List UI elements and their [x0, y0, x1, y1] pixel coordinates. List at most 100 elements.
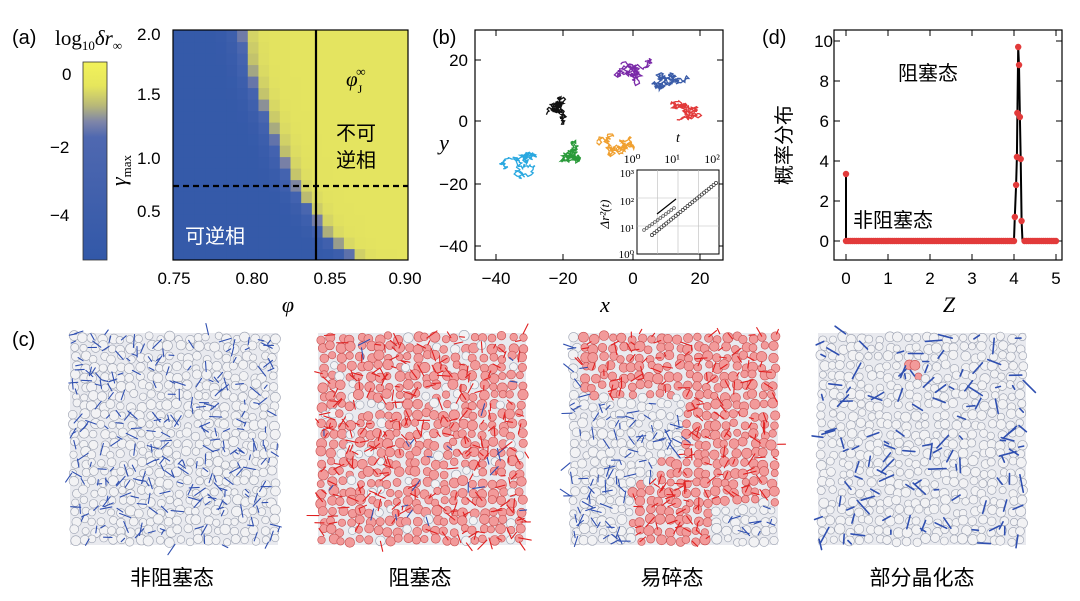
y-tick: 2.0 — [137, 25, 161, 44]
particle — [853, 437, 863, 447]
particle — [163, 419, 173, 429]
force-chain — [109, 466, 115, 472]
force-chain — [131, 353, 137, 356]
force-chain — [607, 388, 617, 393]
particle — [578, 399, 590, 411]
force-chain — [624, 415, 635, 420]
force-chain — [194, 525, 204, 530]
particle — [958, 389, 969, 400]
particle — [152, 340, 164, 351]
heatmap-cell — [290, 156, 302, 169]
particle — [644, 431, 655, 441]
force-chain — [397, 509, 400, 517]
particle — [702, 402, 712, 411]
force-chain — [744, 483, 750, 493]
particle — [447, 378, 459, 390]
force-chain — [411, 387, 419, 400]
particle — [854, 352, 864, 362]
heatmap-cell — [354, 87, 366, 100]
particle — [577, 458, 588, 469]
force-chain — [459, 389, 467, 400]
force-chain — [628, 436, 635, 445]
force-chain — [438, 504, 447, 512]
particle — [487, 333, 497, 343]
force-chain — [188, 486, 200, 489]
particle — [139, 392, 148, 401]
force-chain — [347, 496, 359, 502]
heatmap-cell — [375, 110, 388, 123]
caption-jammed: 阻塞态 — [389, 566, 452, 590]
particle — [721, 421, 731, 430]
particle — [267, 465, 277, 476]
force-chain — [177, 466, 189, 475]
force-chain — [164, 470, 175, 478]
force-chain — [559, 488, 571, 497]
force-chain — [818, 538, 823, 551]
force-chain — [410, 369, 418, 379]
force-chain — [932, 447, 943, 454]
particle — [844, 460, 854, 470]
force-chain — [896, 350, 905, 354]
force-chain — [160, 464, 165, 472]
particle — [193, 390, 204, 401]
force-chain — [146, 481, 150, 487]
inset-point — [704, 188, 709, 193]
particle — [335, 379, 346, 390]
particle — [412, 399, 423, 410]
inset-point — [657, 227, 662, 232]
force-chain — [635, 531, 642, 536]
force-chain — [219, 384, 229, 393]
force-chain — [327, 480, 338, 486]
force-chain — [690, 431, 700, 439]
heatmap-cell — [386, 225, 398, 238]
particle — [572, 379, 582, 389]
heatmap-cell — [258, 145, 270, 158]
heatmap-cell — [375, 145, 388, 158]
particle — [402, 441, 412, 451]
heatmap-cell — [226, 53, 238, 66]
force-chain — [626, 410, 640, 414]
force-chain — [202, 467, 209, 473]
heatmap-cell — [354, 76, 366, 89]
force-chain — [704, 462, 712, 466]
particle — [411, 446, 422, 457]
force-chain — [820, 393, 824, 401]
force-chain — [247, 337, 250, 345]
force-chain — [468, 530, 479, 538]
particle — [413, 381, 422, 390]
force-chain — [624, 452, 632, 459]
particle — [740, 458, 749, 467]
force-chain — [994, 398, 1000, 415]
force-chain — [238, 449, 244, 454]
particle — [402, 398, 414, 410]
particle — [599, 351, 609, 361]
particle — [740, 369, 749, 379]
particle — [969, 476, 979, 486]
particle — [477, 430, 487, 440]
particle — [711, 523, 722, 534]
force-chain — [214, 388, 223, 397]
force-chain — [602, 438, 610, 449]
heatmap-cell — [173, 76, 185, 89]
particle — [692, 477, 702, 487]
force-chain — [945, 449, 954, 463]
particle — [757, 447, 768, 458]
particle — [929, 504, 940, 515]
particle — [615, 428, 625, 437]
particle — [202, 437, 211, 447]
heatmap-cell — [386, 99, 398, 112]
force-chain — [446, 331, 452, 339]
particle — [152, 372, 164, 384]
force-chain — [437, 397, 443, 410]
particle — [740, 421, 750, 431]
heatmap-cell — [343, 64, 356, 77]
heatmap-cell — [237, 191, 249, 204]
force-chain — [684, 351, 690, 357]
particle — [924, 467, 933, 476]
particle — [699, 476, 711, 488]
heatmap-cell — [397, 179, 408, 192]
force-chain — [207, 493, 216, 502]
particle — [220, 430, 231, 441]
force-chain — [213, 474, 217, 483]
force-chain — [322, 376, 331, 384]
